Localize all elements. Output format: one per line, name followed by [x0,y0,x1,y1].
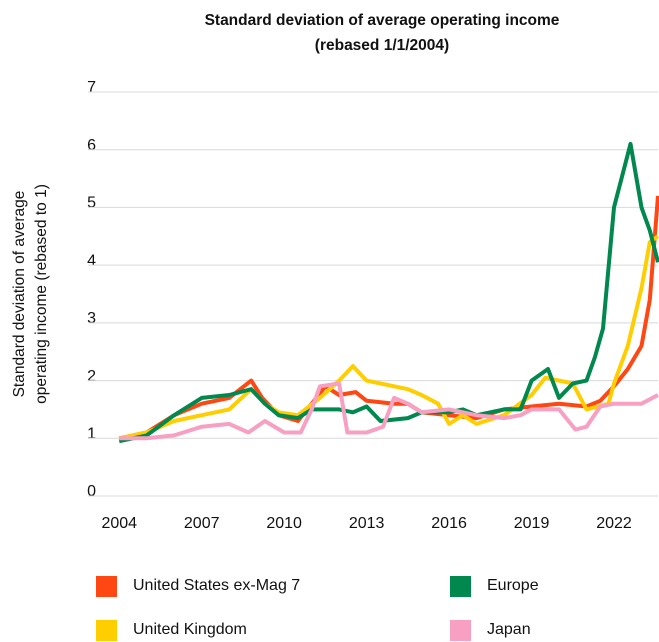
x-tick-label: 2016 [431,515,467,532]
y-tick-label: 7 [87,79,96,96]
x-tick-label: 2019 [514,515,550,532]
y-tick-label: 2 [87,368,96,385]
x-tick-label: 2022 [596,515,632,532]
y-tick-label: 0 [87,483,96,500]
y-tick-label: 5 [87,195,96,212]
series-line [119,381,659,441]
legend-swatch [450,620,471,641]
chart-title: (rebased 1/1/2004) [315,37,449,54]
legend-label: Europe [487,577,539,594]
y-tick-label: 1 [87,426,96,443]
series-line [118,195,659,441]
chart-title: Standard deviation of average operating … [205,12,560,29]
y-tick-label: 4 [87,252,96,269]
x-tick-label: 2004 [101,515,137,532]
x-tick-label: 2013 [349,515,385,532]
legend-swatch [450,576,471,597]
x-tick-label: 2010 [266,515,302,532]
legend-label: Japan [487,621,531,638]
legend-label: United States ex-Mag 7 [133,577,300,594]
y-tick-label: 6 [87,137,96,154]
x-tick-label: 2007 [184,515,220,532]
y-axis-label: Standard deviation of average [11,191,28,398]
series-line [118,141,659,444]
legend-swatch [96,620,117,641]
y-tick-label: 3 [87,310,96,327]
y-axis-label: operating income (rebased to 1) [33,184,50,404]
legend-label: United Kingdom [133,621,247,638]
legend-swatch [96,576,117,597]
